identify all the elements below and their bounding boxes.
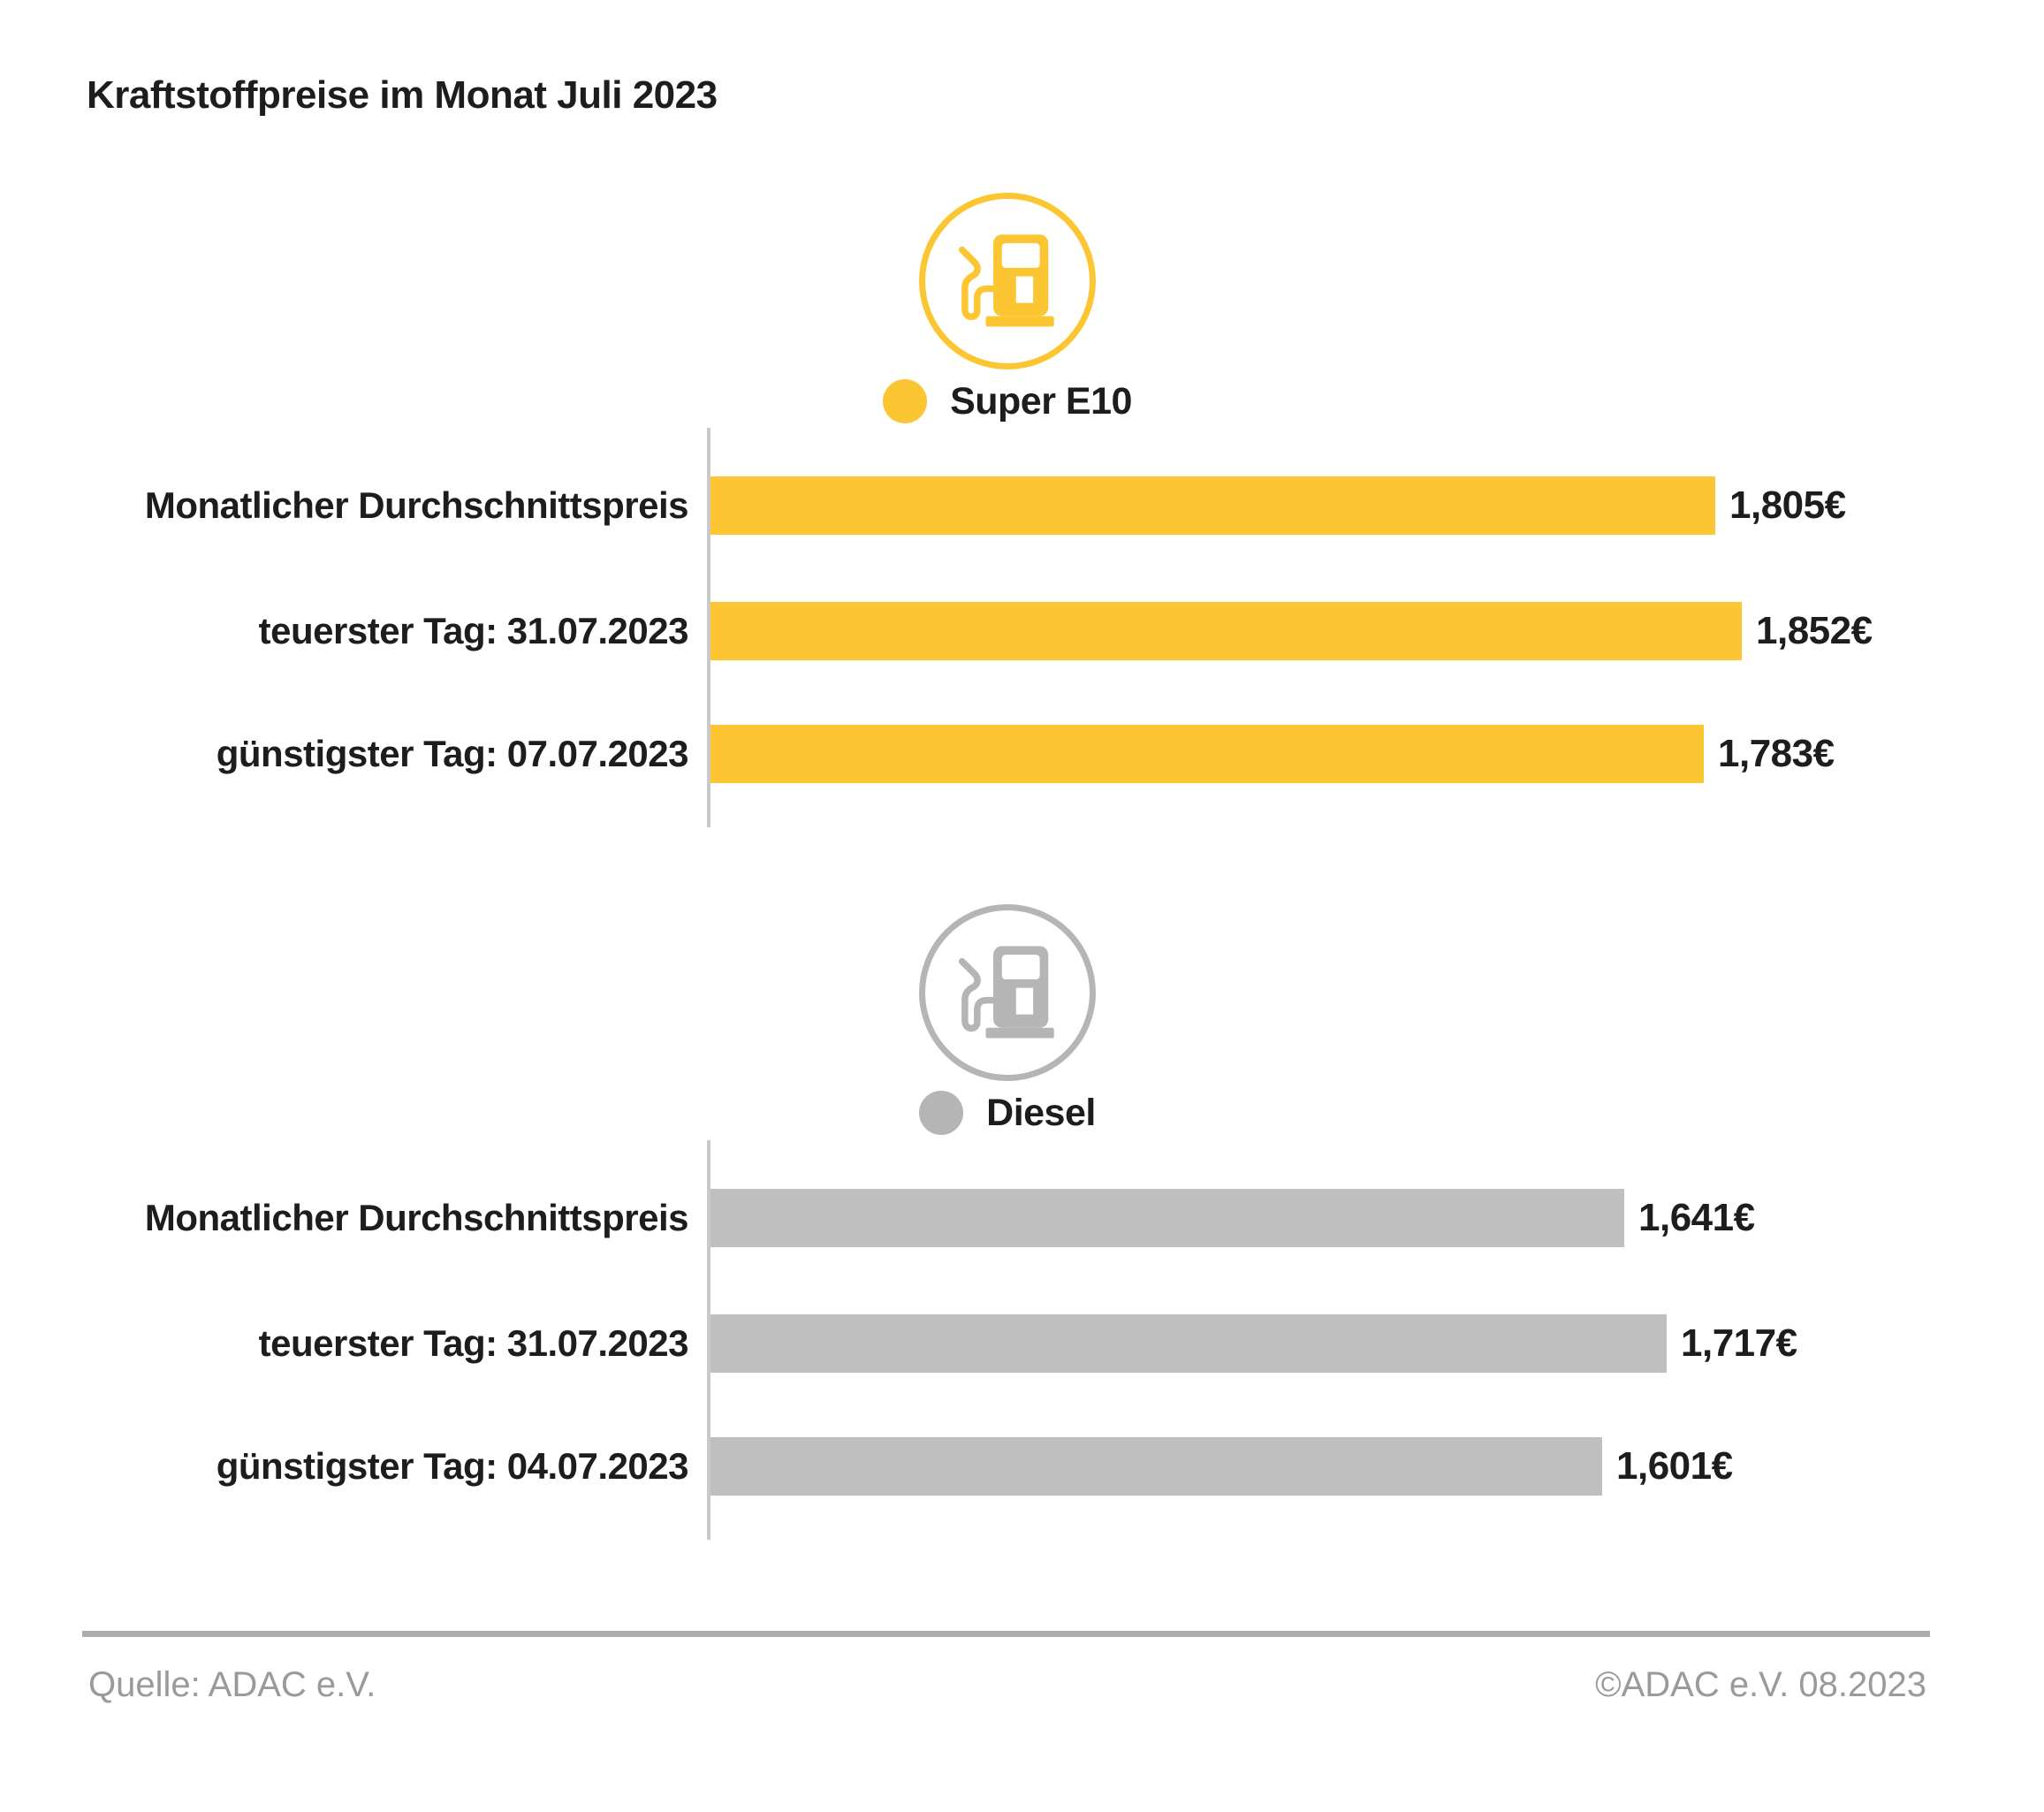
legend-super-e10: Super E10	[698, 379, 1317, 423]
bar	[710, 602, 1742, 660]
bar-category-label: günstigster Tag: 07.07.2023	[216, 733, 689, 774]
footer-divider	[82, 1631, 1930, 1637]
bar-category-label: günstigster Tag: 04.07.2023	[216, 1445, 689, 1487]
legend-label: Super E10	[950, 379, 1132, 423]
bar-value-label: 1,717€	[1681, 1321, 1797, 1365]
chart-row: günstigster Tag: 07.07.2023 1,783€	[0, 725, 2044, 783]
bar	[710, 1437, 1602, 1496]
chart-row: teuerster Tag: 31.07.2023 1,852€	[0, 602, 2044, 660]
bar-value-label: 1,852€	[1756, 609, 1873, 652]
legend-label: Diesel	[986, 1091, 1096, 1134]
fuel-pump-icon	[919, 193, 1096, 369]
copyright-note: ©ADAC e.V. 08.2023	[1595, 1665, 1926, 1704]
legend-diesel: Diesel	[698, 1091, 1317, 1135]
axis-line	[707, 1140, 710, 1540]
page-title: Kraftstoffpreise im Monat Juli 2023	[87, 73, 718, 117]
chart-row: teuerster Tag: 31.07.2023 1,717€	[0, 1314, 2044, 1373]
bar	[710, 725, 1704, 783]
bar	[710, 1189, 1624, 1247]
axis-line	[707, 428, 710, 827]
bar-value-label: 1,805€	[1729, 483, 1846, 527]
bar	[710, 476, 1715, 535]
legend-dot-icon	[883, 379, 928, 423]
super-e10-bar-chart: Monatlicher Durchschnittspreis 1,805€ teue…	[0, 428, 2044, 834]
bar-category-label: teuerster Tag: 31.07.2023	[258, 1322, 689, 1364]
bar-value-label: 1,601€	[1616, 1444, 1733, 1488]
legend-dot-icon	[919, 1091, 964, 1135]
bar	[710, 1314, 1667, 1373]
bar-category-label: teuerster Tag: 31.07.2023	[258, 610, 689, 651]
bar-value-label: 1,783€	[1718, 732, 1835, 775]
chart-row: günstigster Tag: 04.07.2023 1,601€	[0, 1437, 2044, 1496]
diesel-bar-chart: Monatlicher Durchschnittspreis 1,641€ teue…	[0, 1140, 2044, 1547]
chart-row: Monatlicher Durchschnittspreis 1,641€	[0, 1189, 2044, 1247]
bar-category-label: Monatlicher Durchschnittspreis	[144, 484, 689, 526]
fuel-pump-icon	[919, 904, 1096, 1081]
bar-category-label: Monatlicher Durchschnittspreis	[144, 1197, 689, 1238]
chart-row: Monatlicher Durchschnittspreis 1,805€	[0, 476, 2044, 535]
bar-value-label: 1,641€	[1638, 1196, 1755, 1239]
source-note: Quelle: ADAC e.V.	[88, 1665, 376, 1704]
